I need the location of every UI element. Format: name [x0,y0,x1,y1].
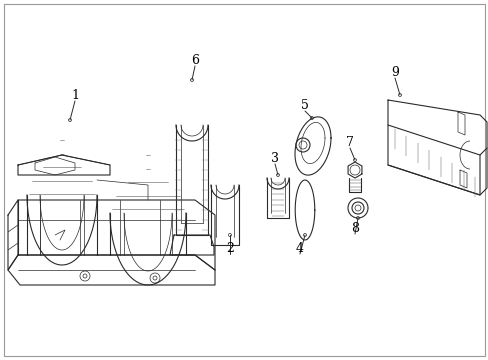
Text: 9: 9 [390,66,398,78]
Text: 5: 5 [301,99,308,112]
Text: 1: 1 [71,89,79,102]
Text: 4: 4 [295,242,304,255]
Text: 3: 3 [270,152,279,165]
Text: 2: 2 [225,242,233,255]
Text: 7: 7 [346,135,353,149]
Text: 6: 6 [191,54,199,67]
Text: 8: 8 [350,221,358,234]
